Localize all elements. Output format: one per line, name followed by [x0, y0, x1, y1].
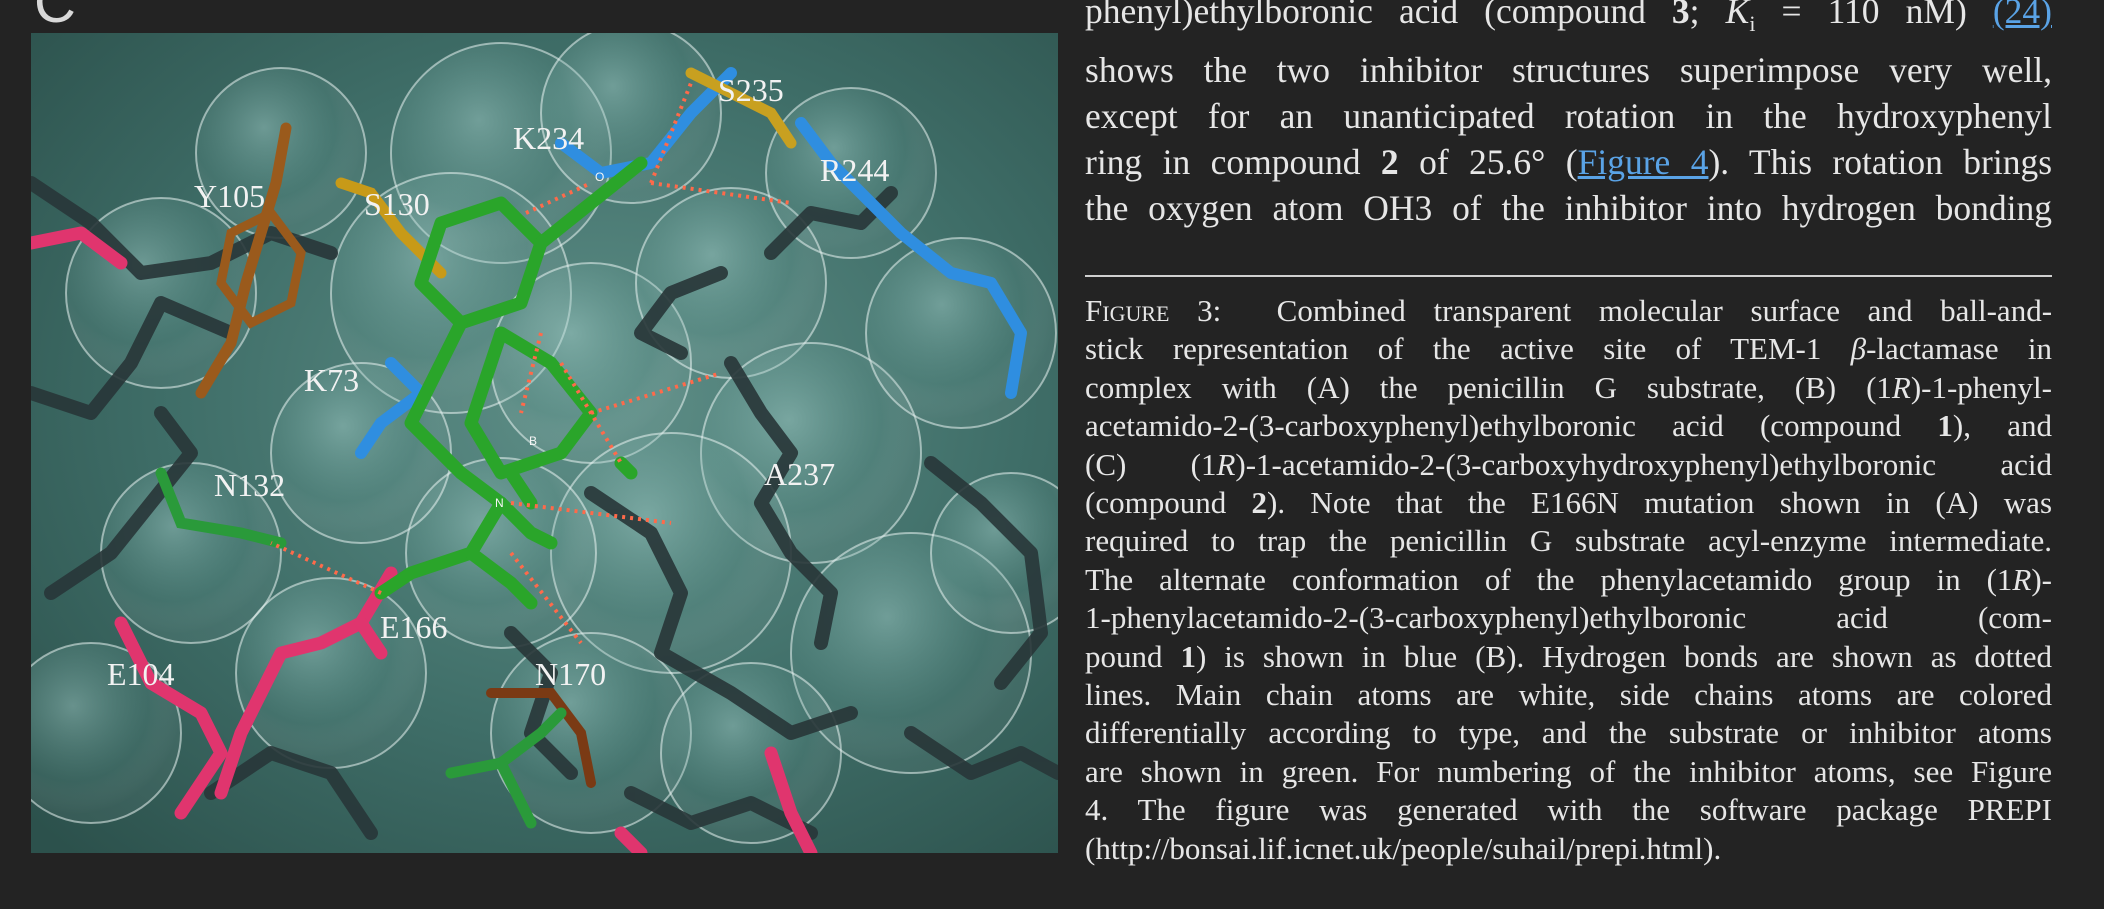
body-line: phenyl)ethylboronic acid (compound 3; Ki… — [1085, 0, 2052, 47]
main-chain — [31, 176, 1058, 840]
caption-line: complex with (A) the penicillin G substr… — [1085, 369, 2052, 405]
caption-line: (C) (1R)-1-acetamido-2-(3-carboxyhydroxy… — [1085, 446, 2052, 482]
body-line: except for an unanticipated rotation in … — [1085, 96, 2052, 137]
caption-line: pound 1) is shown in blue (B). Hydrogen … — [1085, 638, 2052, 674]
caption-divider — [1085, 275, 2052, 277]
atom-label-o: O — [595, 170, 604, 184]
residue-label-y105: Y105 — [194, 178, 265, 214]
residue-label-n132: N132 — [214, 467, 285, 503]
residue-label-n170: N170 — [535, 656, 606, 692]
inhibitor-compound-2 — [374, 156, 648, 610]
atom-label-n: N — [495, 496, 504, 510]
caption-line: differentially according to type, and th… — [1085, 715, 2052, 751]
body-line: ring in compound 2 of 25.6° (Figure 4). … — [1085, 142, 2053, 183]
caption-line: The alternate conformation of the phenyl… — [1085, 561, 2052, 597]
residue-n132-sidechain — [155, 467, 287, 549]
caption-label: Figure 3: — [1085, 293, 1222, 328]
caption-line: 1-phenylacetamido-2-(3-carboxyphenyl)eth… — [1085, 600, 2052, 636]
hydrogen-bonds — [270, 82, 792, 645]
residue-green-lower — [445, 707, 567, 829]
residue-label-s130: S130 — [364, 186, 430, 222]
reference-link-24[interactable]: (24) — [1992, 0, 2052, 31]
residue-label-a237: A237 — [764, 456, 835, 492]
caption-line: lines. Main chain atoms are white, side … — [1085, 677, 2052, 713]
caption-line: are shown in green. For numbering of the… — [1085, 753, 2052, 789]
caption-line: 4. The figure was generated with the sof… — [1085, 792, 2052, 828]
residue-label-s235: S235 — [718, 72, 784, 108]
residue-y105-sidechain — [195, 122, 306, 399]
caption-line: Figure 3: Combined transparent molecular… — [1085, 293, 2053, 328]
caption-line: stick representation of the active site … — [1085, 331, 2053, 367]
residue-label-k73: K73 — [304, 362, 359, 398]
residue-label-e104: E104 — [107, 656, 175, 692]
atom-label-b: B — [529, 434, 537, 448]
caption-line: acetamido-2-(3-carboxyphenyl)ethylboroni… — [1085, 408, 2052, 444]
residue-label-k234: K234 — [513, 120, 584, 156]
panel-letter: C — [34, 0, 76, 35]
figure-4-link[interactable]: Figure 4 — [1577, 142, 1709, 183]
residue-acidic-sidechains — [31, 226, 818, 853]
residue-label-r244: R244 — [820, 152, 889, 188]
molecular-figure: O B N Y105 S130 K234 S235 R244 K73 N132 … — [31, 33, 1058, 853]
residue-s130-sidechain — [335, 177, 447, 279]
figure-caption: Figure 3: Combined transparent molecular… — [1085, 292, 2052, 868]
residue-s235-sidechain — [685, 67, 797, 149]
residue-label-e166: E166 — [380, 609, 448, 645]
active-site-render: O B N Y105 S130 K234 S235 R244 K73 N132 … — [31, 33, 1058, 853]
caption-line: required to trap the penicillin G substr… — [1085, 523, 2052, 559]
caption-line: (compound 2). Note that the E166N mutati… — [1085, 485, 2053, 521]
residue-basic-sidechains — [355, 67, 1027, 459]
body-text: phenyl)ethylboronic acid (compound 3; Ki… — [1085, 0, 2052, 231]
body-line: shows the two inhibitor structures super… — [1085, 50, 2052, 91]
body-line: the oxygen atom OH3 of the inhibitor int… — [1085, 188, 2052, 229]
caption-url-line: (http://bonsai.lif.icnet.uk/people/suhai… — [1085, 830, 1722, 866]
